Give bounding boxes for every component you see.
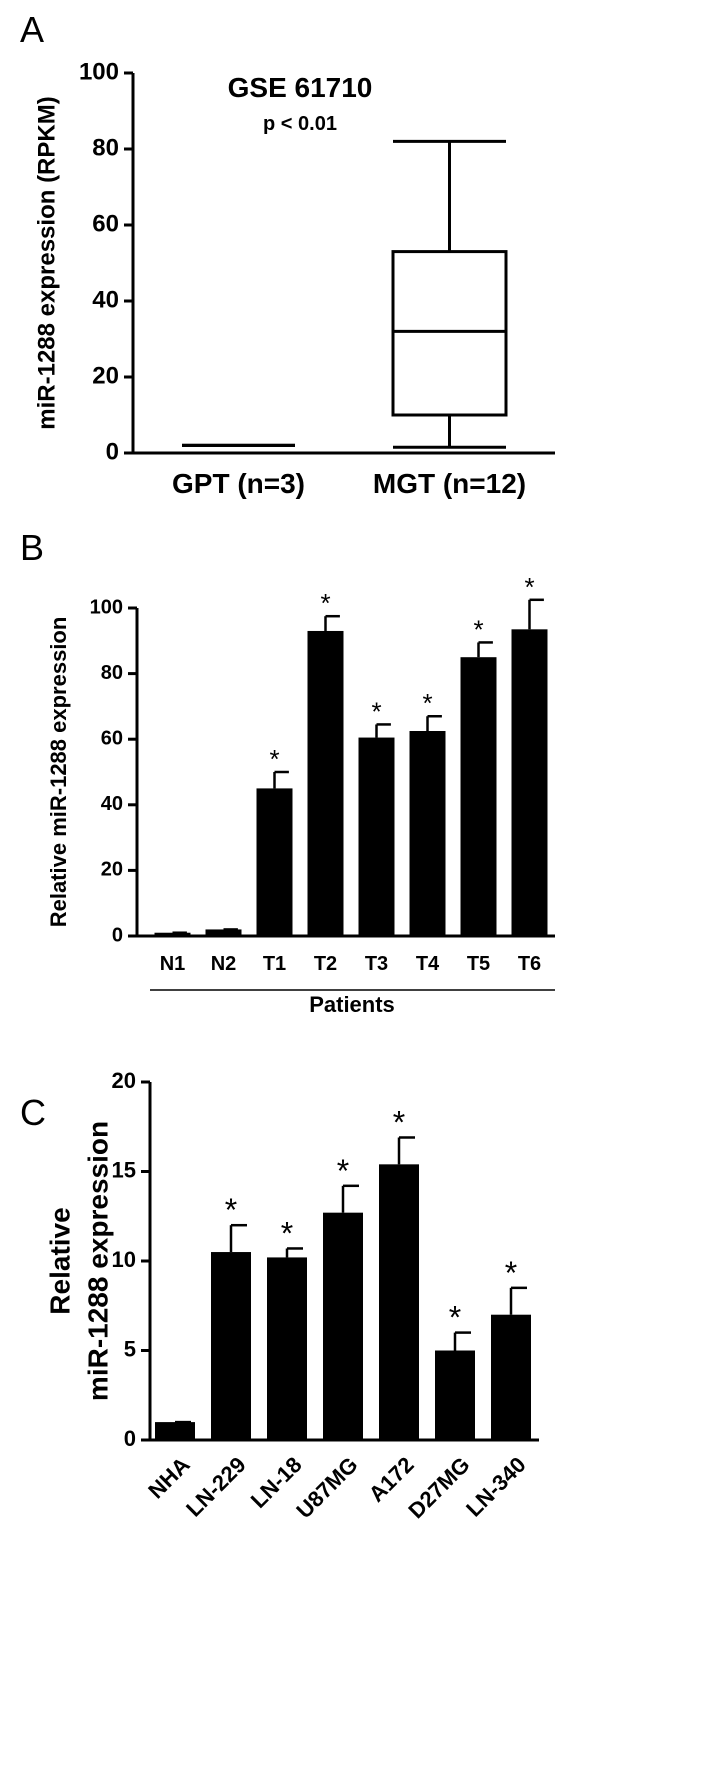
x-axis-label: Patients: [309, 992, 395, 1017]
x-tick-label: T6: [518, 953, 541, 975]
significance-star: *: [320, 588, 330, 618]
y-tick-label: 20: [112, 1068, 136, 1093]
x-tick-label: LN-229: [181, 1452, 251, 1522]
bar: [511, 629, 548, 936]
bar: [211, 1252, 251, 1440]
x-tick-label: T5: [467, 953, 490, 975]
bar: [435, 1350, 475, 1440]
y-tick-label: 40: [101, 793, 123, 815]
y-tick-label: 20: [101, 859, 123, 881]
x-tick-label: N1: [160, 953, 186, 975]
significance-star: *: [371, 696, 381, 726]
bar: [323, 1212, 363, 1440]
y-tick-label: 0: [112, 924, 123, 946]
y-tick-label: 15: [112, 1157, 136, 1182]
x-tick-label: GPT (n=3): [172, 468, 305, 499]
y-tick-label: 80: [92, 134, 119, 161]
y-tick-label: 10: [112, 1247, 136, 1272]
bar: [491, 1314, 531, 1440]
bar: [267, 1257, 307, 1440]
y-tick-label: 5: [124, 1336, 136, 1361]
chart-title: GSE 61710: [228, 72, 373, 103]
bar: [155, 1422, 195, 1440]
bar: [205, 929, 242, 936]
x-tick-label: D27MG: [403, 1452, 474, 1523]
bar: [379, 1164, 419, 1440]
y-axis-label: miR-1288 expression: [82, 1121, 113, 1401]
panel-label: C: [20, 1092, 46, 1133]
panel-label: A: [20, 9, 44, 50]
significance-star: *: [449, 1300, 461, 1336]
x-tick-label: U87MG: [291, 1452, 362, 1523]
significance-star: *: [337, 1153, 349, 1189]
annotation: p < 0.01: [263, 113, 337, 135]
x-tick-label: T3: [365, 953, 388, 975]
significance-star: *: [269, 744, 279, 774]
y-axis-label: miR-1288 expression (RPKM): [33, 96, 60, 429]
panel-label: B: [20, 527, 44, 568]
x-tick-label: T2: [314, 953, 337, 975]
y-tick-label: 80: [101, 662, 123, 684]
significance-star: *: [524, 572, 534, 602]
significance-star: *: [281, 1215, 293, 1251]
significance-star: *: [225, 1192, 237, 1228]
x-tick-label: T4: [416, 953, 440, 975]
bar: [256, 788, 293, 936]
bar: [460, 657, 497, 936]
y-axis-label: Relative: [44, 1207, 75, 1314]
bar: [409, 731, 446, 936]
x-tick-label: LN-340: [461, 1452, 531, 1522]
bar: [358, 737, 395, 936]
significance-star: *: [505, 1255, 517, 1291]
x-tick-label: T1: [263, 953, 286, 975]
y-tick-label: 100: [90, 596, 123, 618]
x-tick-label: N2: [211, 953, 237, 975]
significance-star: *: [393, 1104, 405, 1140]
y-tick-label: 60: [101, 727, 123, 749]
bar: [154, 932, 191, 936]
significance-star: *: [422, 688, 432, 718]
y-tick-label: 100: [79, 58, 119, 85]
y-tick-label: 0: [124, 1426, 136, 1451]
x-tick-label: MGT (n=12): [373, 468, 526, 499]
significance-star: *: [473, 614, 483, 644]
bar: [307, 630, 344, 936]
box: [391, 250, 508, 417]
y-tick-label: 0: [106, 438, 119, 465]
y-tick-label: 60: [92, 210, 119, 237]
y-tick-label: 40: [92, 286, 119, 313]
y-tick-label: 20: [92, 362, 119, 389]
y-axis-label: Relative miR-1288 expression: [46, 617, 71, 928]
x-tick-label: NHA: [143, 1452, 194, 1503]
